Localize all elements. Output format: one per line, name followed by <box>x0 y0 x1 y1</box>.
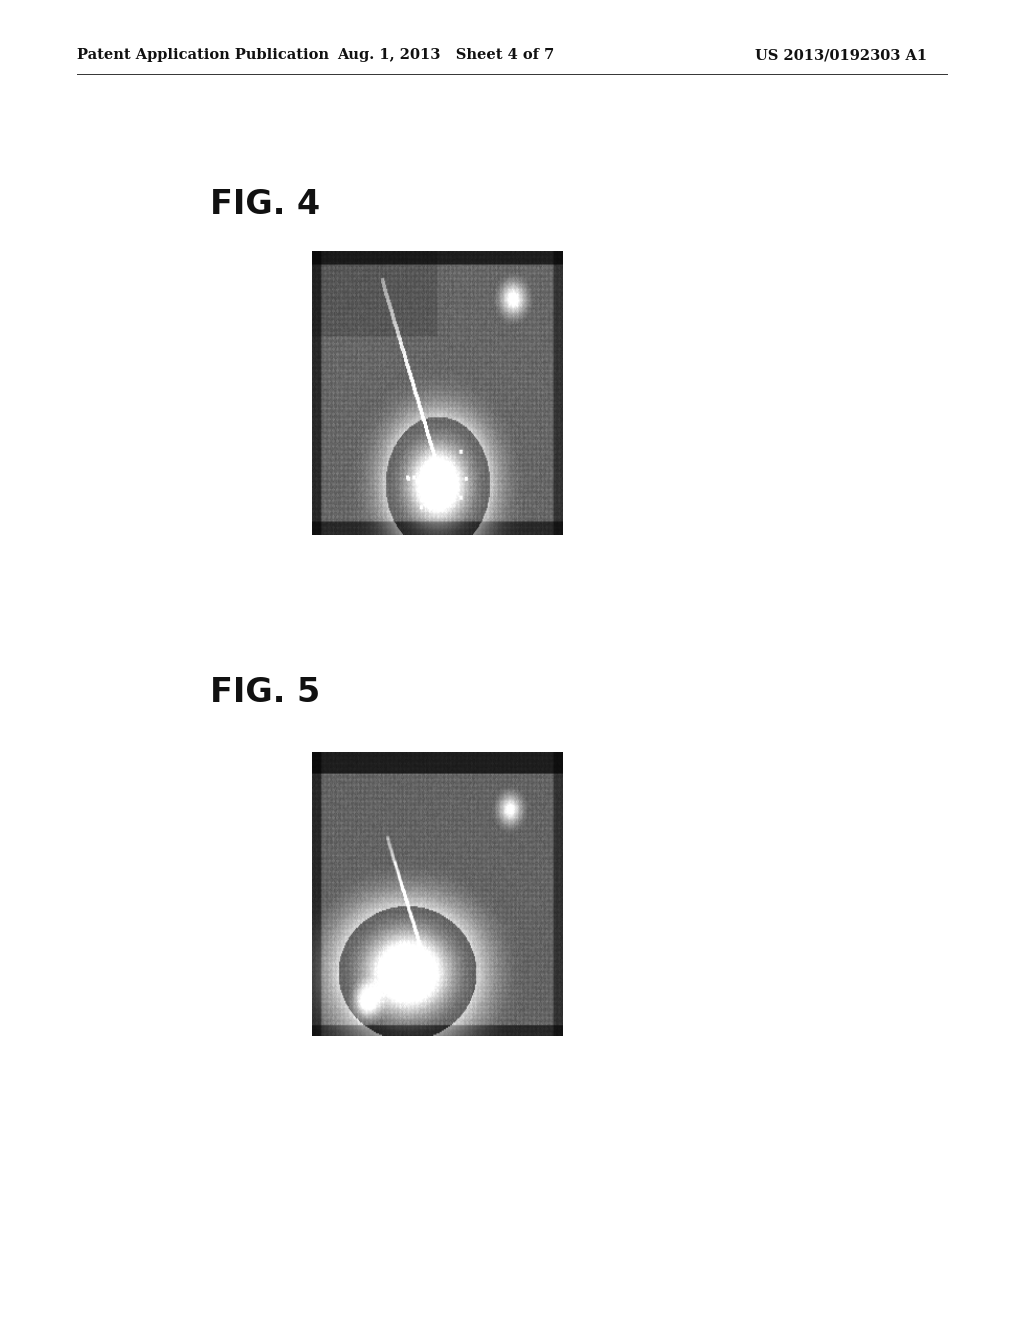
Text: Patent Application Publication: Patent Application Publication <box>77 49 329 62</box>
Text: FIG. 5: FIG. 5 <box>210 676 321 710</box>
Text: FIG. 4: FIG. 4 <box>210 189 321 222</box>
Text: Aug. 1, 2013   Sheet 4 of 7: Aug. 1, 2013 Sheet 4 of 7 <box>337 49 554 62</box>
Text: US 2013/0192303 A1: US 2013/0192303 A1 <box>755 49 927 62</box>
